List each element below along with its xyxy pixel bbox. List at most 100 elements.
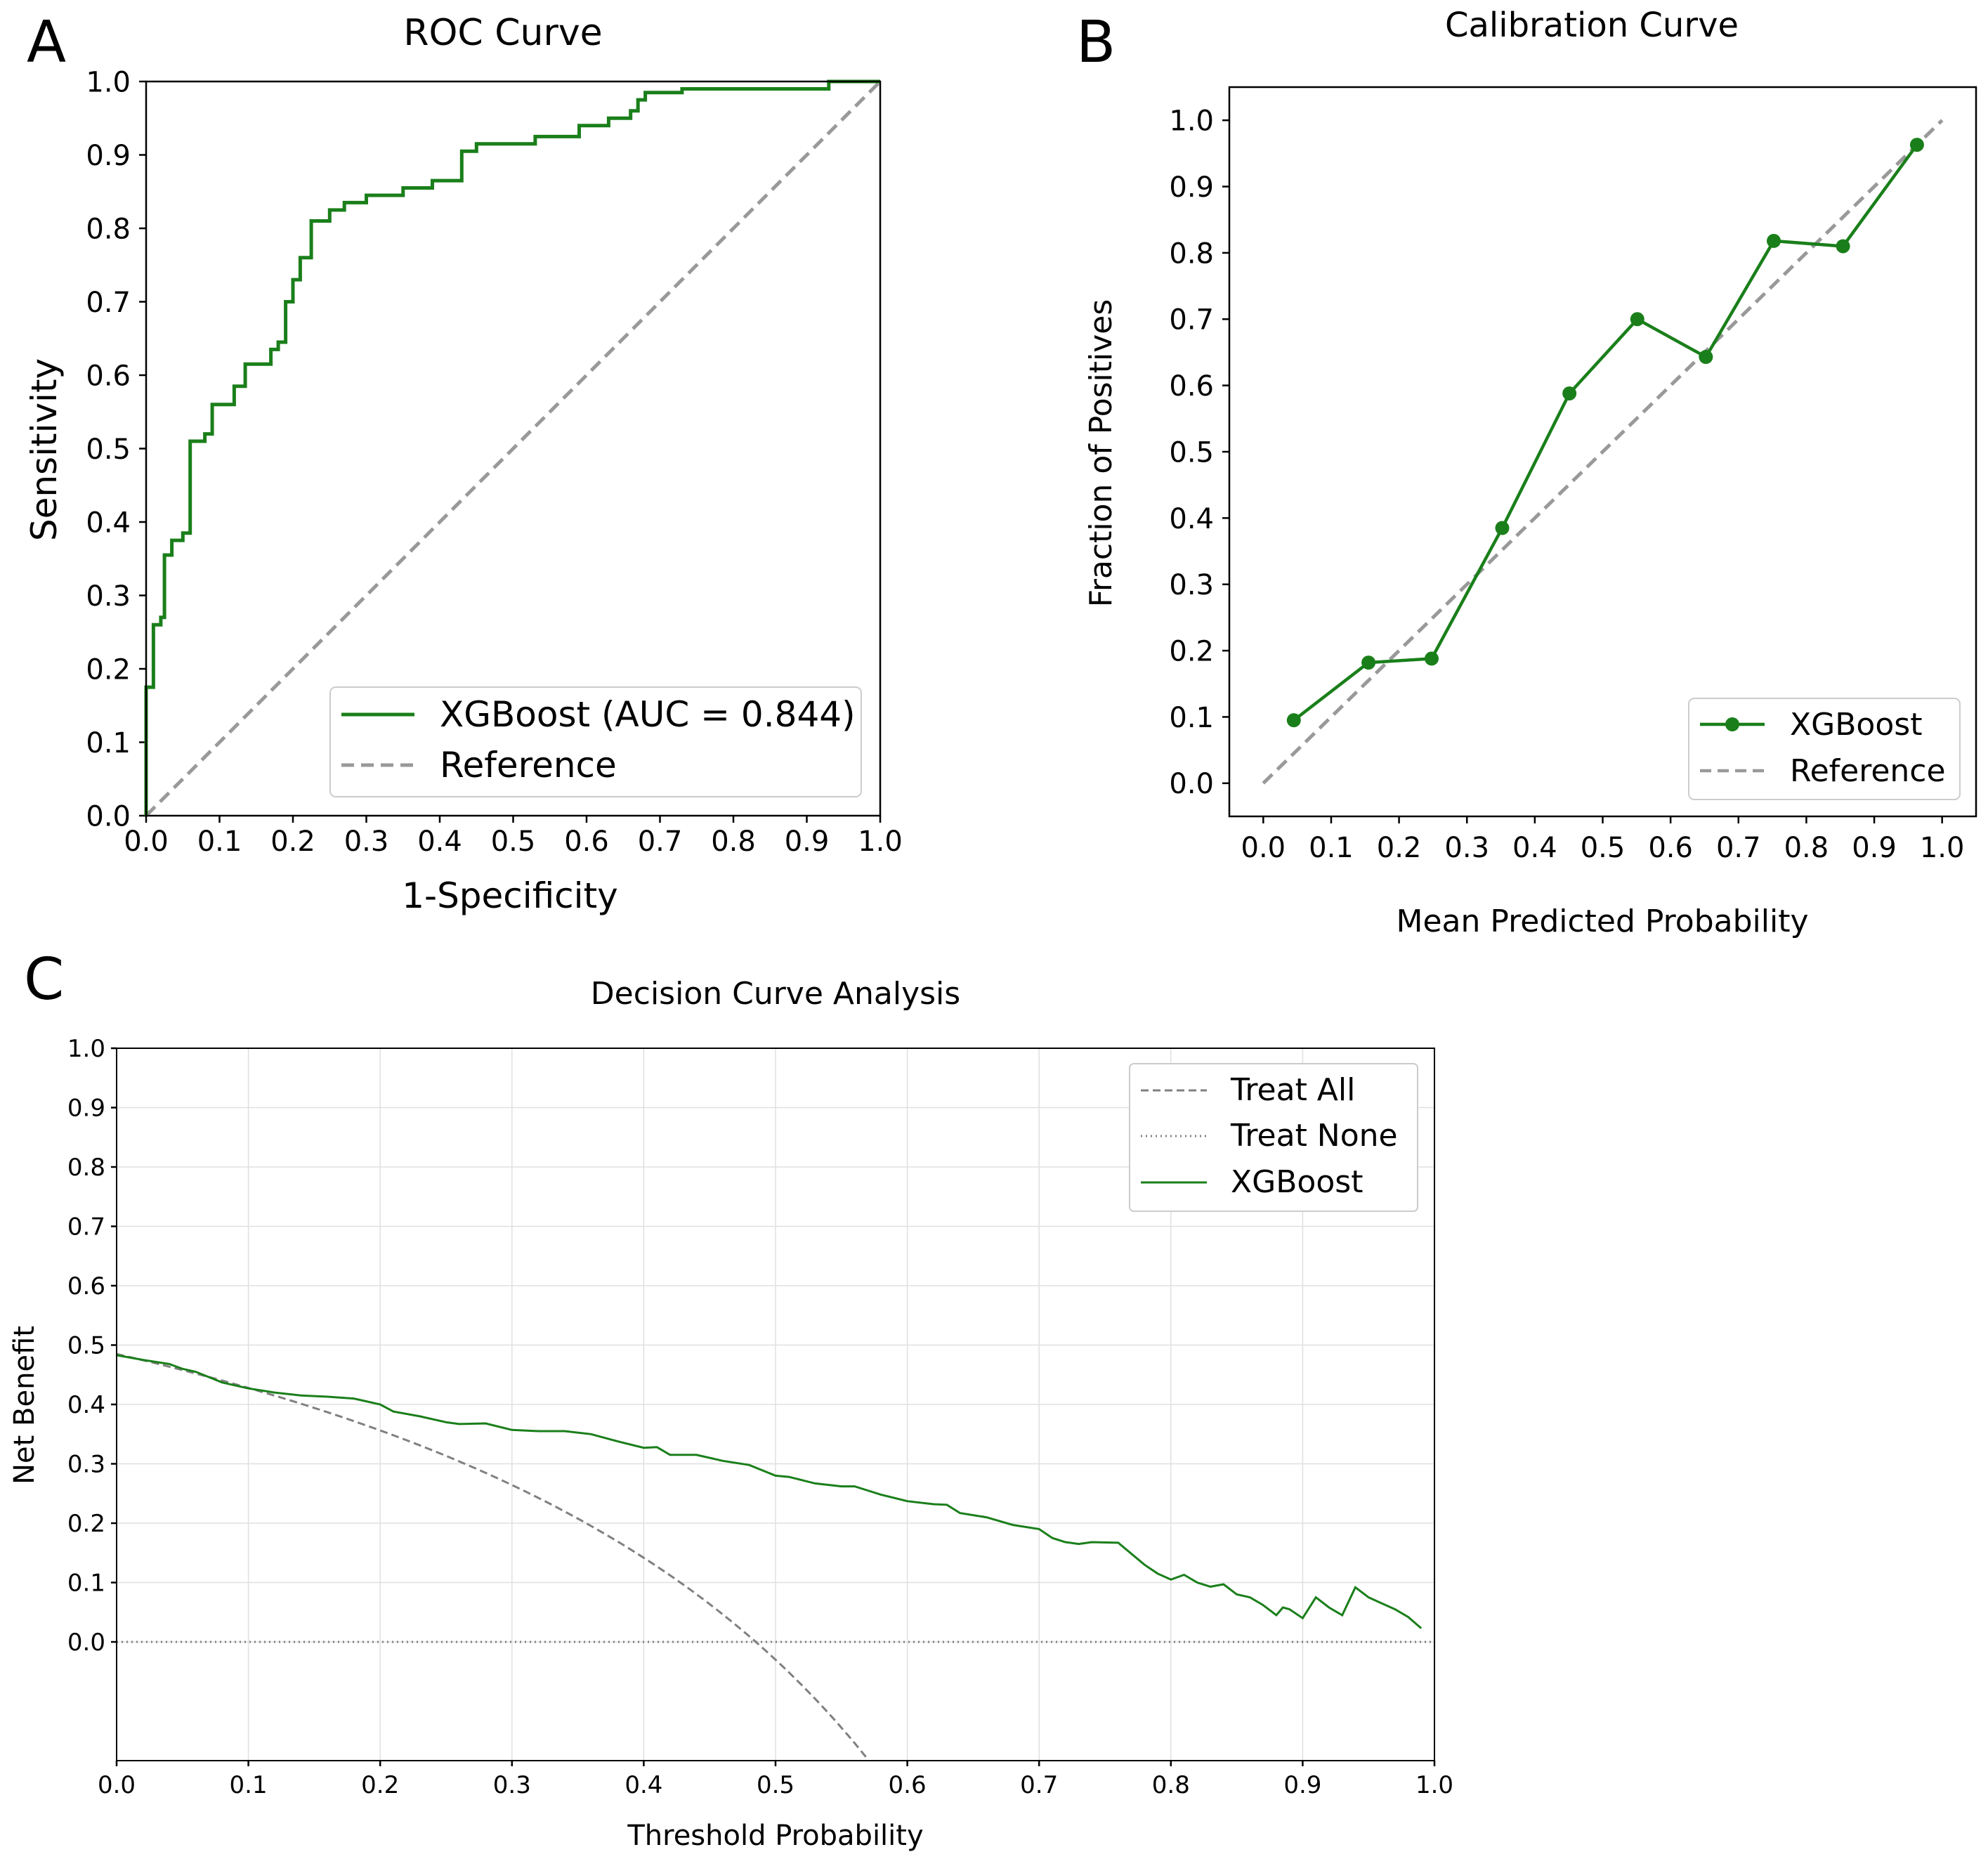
y-tick-label: 0.8	[67, 1154, 105, 1182]
roc-xgboost-curve	[144, 79, 880, 816]
y-tick-label: 0.3	[67, 1451, 105, 1479]
dca-ylabel: Net Benefit	[8, 1326, 41, 1485]
x-tick-label: 0.7	[638, 826, 683, 858]
roc-x-ticks: 0.0 0.1 0.2 0.3 0.4 0.5 0.6 0.7 0.8 0.9 1.0	[124, 816, 903, 858]
y-tick-label: 0.3	[1169, 569, 1214, 601]
y-tick-label: 0.0	[1169, 768, 1214, 800]
roc-y-ticks: 0.0 0.1 0.2 0.3 0.4 0.5 0.6 0.7 0.8 0.9 1.0	[86, 66, 146, 833]
y-tick-label: 0.9	[86, 140, 131, 172]
y-tick-label: 0.4	[1169, 503, 1214, 535]
panel-c-dca: C Decision Curve Analysis Threshold Prob…	[8, 946, 1453, 1852]
y-tick-label: 0.1	[86, 727, 131, 759]
panel-b-calibration: B Calibration Curve Mean Predicted Proba…	[1076, 6, 1977, 939]
roc-legend-reference: Reference	[440, 745, 617, 785]
x-tick-label: 0.6	[1648, 832, 1693, 864]
x-tick-label: 0.5	[757, 1771, 794, 1799]
x-tick-label: 0.6	[564, 826, 609, 858]
calibration-y-ticks: 0.0 0.1 0.2 0.3 0.4 0.5 0.6 0.7 0.8 0.9 1.0	[1169, 105, 1229, 800]
y-tick-label: 0.0	[86, 800, 131, 833]
y-tick-label: 0.2	[67, 1510, 105, 1538]
x-tick-label: 0.4	[1512, 832, 1557, 864]
dca-series	[116, 1352, 1434, 1760]
x-tick-label: 0.9	[1283, 1771, 1321, 1799]
calibration-legend: XGBoost Reference	[1688, 698, 1961, 800]
x-tick-label: 1.0	[858, 826, 903, 858]
x-tick-label: 0.6	[889, 1771, 927, 1799]
x-tick-label: 0.0	[98, 1771, 136, 1799]
x-tick-label: 0.3	[344, 826, 389, 858]
calibration-point	[1909, 138, 1924, 152]
y-tick-label: 0.1	[67, 1570, 105, 1598]
calibration-title: Calibration Curve	[1445, 6, 1739, 45]
dca-xlabel: Threshold Probability	[627, 1820, 923, 1852]
y-tick-label: 0.7	[67, 1213, 105, 1241]
calibration-point	[1836, 239, 1850, 254]
y-tick-label: 0.2	[1169, 635, 1214, 667]
y-tick-label: 0.5	[1169, 436, 1214, 469]
x-tick-label: 0.7	[1716, 832, 1761, 864]
x-tick-label: 0.1	[197, 826, 242, 858]
y-tick-label: 0.6	[1169, 370, 1214, 403]
dca-legend: Treat All Treat None XGBoost	[1129, 1063, 1418, 1212]
x-tick-label: 0.5	[491, 826, 536, 858]
dca-legend-treat-none: Treat None	[1230, 1118, 1398, 1154]
panel-a-roc: A ROC Curve 1-Specificity Sensitivity 0.…	[24, 9, 903, 916]
y-tick-label: 0.6	[67, 1272, 105, 1300]
x-tick-label: 0.0	[124, 826, 169, 858]
roc-reference-line	[145, 80, 882, 817]
x-tick-label: 0.8	[1784, 832, 1829, 864]
panel-a-label: A	[27, 9, 66, 76]
x-tick-label: 0.2	[1377, 832, 1422, 864]
x-tick-label: 0.0	[1241, 832, 1286, 864]
y-tick-label: 0.5	[86, 433, 131, 466]
calibration-x-ticks: 0.0 0.1 0.2 0.3 0.4 0.5 0.6 0.7 0.8 0.9 1.0	[1241, 816, 1965, 864]
calibration-legend-xgboost: XGBoost	[1790, 707, 1922, 743]
panel-b-label: B	[1076, 9, 1116, 76]
y-tick-label: 0.7	[1169, 304, 1214, 337]
x-tick-label: 0.9	[785, 826, 830, 858]
x-tick-label: 0.2	[361, 1771, 399, 1799]
x-tick-label: 0.8	[711, 826, 756, 858]
calibration-series	[1262, 119, 1944, 785]
x-tick-label: 0.2	[270, 826, 315, 858]
calibration-point	[1424, 651, 1439, 666]
roc-plot-frame	[145, 80, 882, 817]
roc-legend-xgboost: XGBoost (AUC = 0.844)	[440, 694, 856, 735]
y-tick-label: 0.8	[86, 213, 131, 245]
calibration-point	[1767, 233, 1781, 248]
roc-xlabel: 1-Specificity	[402, 875, 618, 916]
y-tick-label: 1.0	[86, 66, 131, 98]
y-tick-label: 0.2	[86, 653, 131, 686]
x-tick-label: 0.4	[417, 826, 462, 858]
y-tick-label: 1.0	[1169, 105, 1214, 138]
y-tick-label: 1.0	[67, 1035, 105, 1063]
y-tick-label: 0.4	[86, 507, 131, 539]
y-tick-label: 0.9	[1169, 171, 1214, 204]
calibration-point	[1562, 386, 1577, 400]
x-tick-label: 0.1	[1309, 832, 1354, 864]
y-tick-label: 0.1	[1169, 702, 1214, 734]
roc-series	[144, 79, 882, 817]
dca-xgboost-line	[116, 1354, 1423, 1629]
calibration-point	[1699, 350, 1713, 365]
calibration-plot-frame	[1228, 86, 1977, 818]
dca-title: Decision Curve Analysis	[591, 976, 960, 1012]
roc-legend-box	[329, 686, 862, 797]
roc-legend: XGBoost (AUC = 0.844) Reference	[329, 686, 862, 797]
calibration-legend-xgboost-marker	[1725, 717, 1739, 731]
dca-x-ticks: 0.0 0.1 0.2 0.3 0.4 0.5 0.6 0.7 0.8 0.9 1.0	[98, 1761, 1453, 1799]
calibration-point	[1286, 713, 1301, 728]
calibration-xgboost-line	[1293, 143, 1918, 722]
x-tick-label: 1.0	[1920, 832, 1965, 864]
y-tick-label: 0.3	[86, 580, 131, 613]
x-tick-label: 0.3	[493, 1771, 531, 1799]
y-tick-label: 0.0	[67, 1629, 105, 1657]
y-tick-label: 0.7	[86, 287, 131, 319]
y-tick-label: 0.5	[67, 1332, 105, 1360]
x-tick-label: 0.4	[624, 1771, 662, 1799]
calibration-legend-reference: Reference	[1790, 753, 1946, 789]
calibration-xlabel: Mean Predicted Probability	[1397, 904, 1809, 939]
calibration-point	[1630, 312, 1644, 327]
calibration-point	[1361, 655, 1376, 670]
